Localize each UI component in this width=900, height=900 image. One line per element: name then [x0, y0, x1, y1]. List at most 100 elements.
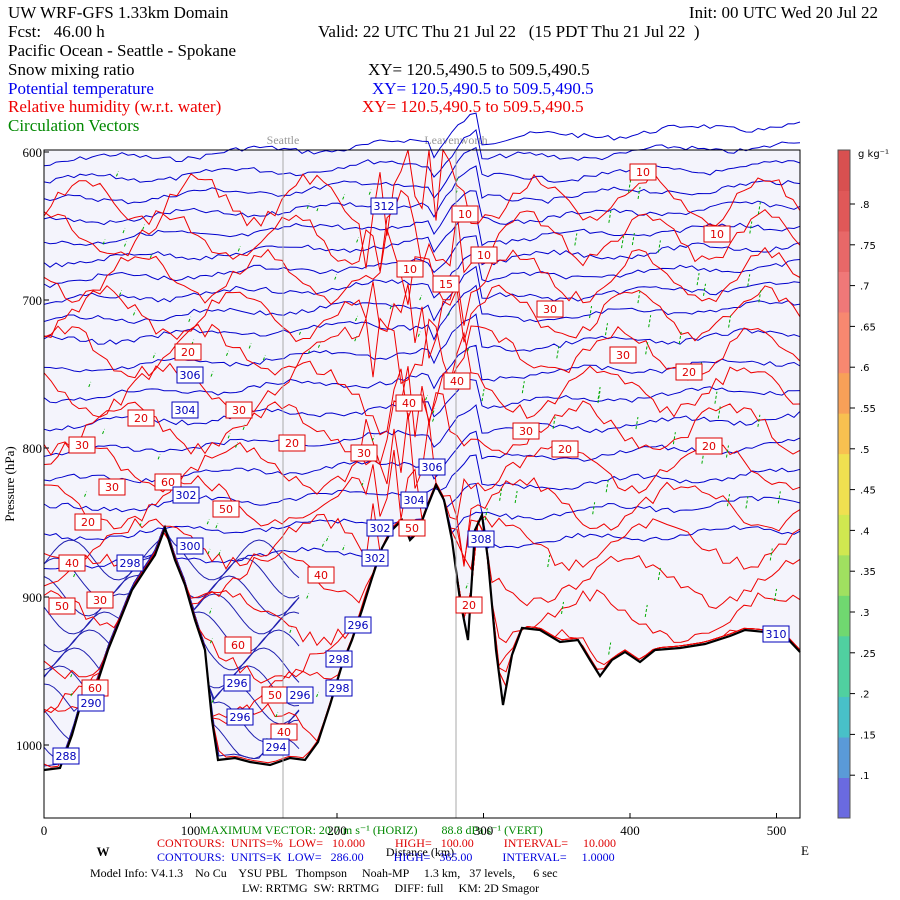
- circulation-vector: [317, 342, 321, 348]
- colorbar-segment: [838, 413, 850, 434]
- east-label: E: [801, 843, 809, 858]
- circulation-vector: [455, 176, 459, 182]
- theta-contour: [43, 525, 300, 581]
- y-tick-label: 700: [23, 293, 43, 308]
- contour-label: 298: [329, 653, 350, 666]
- colorbar-label: .55: [860, 404, 876, 415]
- rh-contour-info: CONTOURS: UNITS=% LOW= 10.000 HIGH= 100.…: [157, 836, 616, 850]
- colorbar-label: .75: [860, 241, 876, 252]
- contour-label-box: [703, 225, 731, 243]
- colorbar-segment: [838, 170, 850, 191]
- contour-label: 10: [477, 249, 491, 262]
- circulation-vector: [248, 343, 252, 349]
- contour-label: 50: [55, 600, 69, 613]
- circulation-vector: [432, 416, 435, 422]
- circulation-vector: [725, 445, 729, 458]
- field-xy: XY= 120.5,490.5 to 509.5,490.5: [372, 79, 594, 98]
- plot-frame: [43, 149, 801, 819]
- colorbar-segment: [838, 230, 850, 252]
- colorbar-label: .65: [860, 322, 876, 333]
- circulation-vector: [657, 240, 661, 253]
- circulation-vector: [316, 205, 320, 212]
- contour-label-box: [286, 686, 314, 704]
- colorbar-label: .45: [860, 486, 876, 497]
- colorbar-segment: [838, 696, 850, 718]
- y-axis-label: Pressure (hPa): [2, 446, 17, 521]
- cross-section-name: Pacific Ocean - Seattle - Spokane: [8, 41, 236, 60]
- circulation-vector: [215, 522, 219, 529]
- contour-label: 298: [120, 557, 141, 570]
- contour-label: 20: [682, 366, 696, 379]
- colorbar-segment: [838, 494, 850, 515]
- theta-contour: [43, 249, 801, 305]
- colorbar-label: .6: [860, 363, 870, 374]
- contour-label: 308: [471, 533, 492, 546]
- colorbar-label: .3: [860, 608, 870, 619]
- colorbar-segment: [838, 352, 850, 374]
- circulation-vector: [157, 454, 161, 460]
- circulation-vector: [597, 391, 601, 404]
- contour-label: 30: [93, 594, 107, 607]
- x-tick-label: 0: [41, 823, 48, 838]
- contour-label-box: [223, 674, 251, 692]
- contour-label-box: [116, 554, 144, 572]
- contour-label: 40: [314, 569, 328, 582]
- contour-label-box: [512, 422, 540, 440]
- circulation-vector: [368, 189, 372, 195]
- colorbar-segment: [838, 433, 850, 455]
- circulation-vector: [714, 391, 718, 404]
- contour-label: 300: [180, 540, 201, 553]
- circulation-vector: [209, 638, 213, 644]
- colorbar-segment: [838, 453, 850, 475]
- colorbar-label: .4: [860, 526, 870, 537]
- circulation-vector: [447, 310, 451, 316]
- contour-label: 30: [543, 303, 557, 316]
- colorbar-segment: [838, 190, 850, 212]
- contour-label: 302: [176, 489, 197, 502]
- colorbar-label: .2: [860, 690, 870, 701]
- contour-label-box: [325, 679, 353, 697]
- circulation-vector: [481, 389, 485, 402]
- colorbar-label: .7: [860, 282, 870, 293]
- colorbar-segment: [838, 251, 850, 272]
- contour-label: 20: [702, 440, 716, 453]
- contour-label-box: [395, 394, 423, 412]
- contour-label-box: [551, 440, 579, 458]
- circulation-vector: [119, 290, 123, 296]
- contour-label-box: [443, 372, 471, 390]
- contour-label: 10: [458, 208, 472, 221]
- colorbar-segment: [838, 676, 850, 698]
- contour-label-box: [278, 434, 306, 452]
- contour-label-box: [174, 343, 202, 361]
- contour-label-box: [398, 519, 426, 537]
- contour-label: 306: [180, 369, 201, 382]
- circulation-vector: [227, 433, 231, 439]
- rh-contour: [43, 317, 801, 385]
- circulation-vector: [644, 604, 648, 617]
- contour-label-box: [762, 625, 790, 643]
- theta-contour: [43, 313, 801, 373]
- circulation-vector: [235, 442, 239, 448]
- x-tick-label: 400: [620, 823, 640, 838]
- contour-label: 20: [81, 516, 95, 529]
- colorbar-segment: [838, 150, 850, 171]
- contour-label: 10: [403, 263, 417, 276]
- contour-label: 298: [329, 682, 350, 695]
- circulation-vector: [417, 331, 421, 337]
- contour-label-box: [176, 537, 204, 555]
- colorbar-label: .35: [860, 567, 876, 578]
- circulation-vector: [777, 491, 781, 504]
- contour-label-box: [350, 444, 378, 462]
- field-name: Circulation Vectors: [8, 116, 139, 135]
- circulation-vector: [225, 350, 229, 357]
- contour-label-box: [418, 458, 446, 476]
- contour-label-box: [695, 437, 723, 455]
- forecast-hour: Fcst: 46.00 h: [8, 22, 105, 41]
- contour-label: 296: [230, 711, 251, 724]
- contour-label-box: [609, 346, 637, 364]
- colorbar-segment: [838, 757, 850, 779]
- circulation-vector: [354, 336, 358, 342]
- contour-label: 20: [181, 346, 195, 359]
- colorbar-unit: g kg⁻¹: [858, 149, 889, 160]
- x-tick-label: 300: [474, 823, 494, 838]
